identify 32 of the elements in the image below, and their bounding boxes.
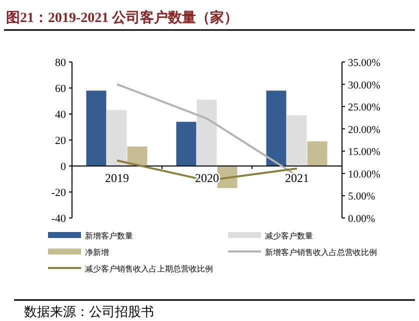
y-tick-label: 80 — [55, 57, 66, 69]
y-tick-label: 40 — [55, 109, 66, 121]
bar — [286, 115, 307, 166]
legend-label: 净新增 — [85, 248, 109, 257]
y-tick-label: 20 — [55, 135, 66, 147]
source-note: 数据来源：公司招股书 — [24, 305, 154, 320]
bar — [266, 90, 286, 166]
bar — [127, 146, 148, 166]
y-tick-label: 0 — [60, 161, 66, 173]
y-tick-label: -20 — [51, 187, 66, 199]
legend-label: 减少客户销售收入占上期总营收比例 — [85, 264, 213, 274]
y2-tick-label: 25.00% — [348, 102, 381, 114]
chart-title: 图21：2019-2021 公司客户数量（家） — [6, 9, 238, 26]
bar — [196, 100, 217, 166]
y-tick-label: -40 — [51, 213, 66, 225]
x-tick-label: 2021 — [285, 171, 309, 185]
y2-tick-label: 15.00% — [348, 147, 381, 158]
y2-tick-label: 0.00% — [348, 214, 376, 225]
bar — [106, 110, 127, 166]
y2-tick-label: 20.00% — [348, 124, 381, 136]
x-tick-label: 2019 — [105, 171, 129, 185]
y-tick-label: 60 — [55, 83, 66, 95]
bar — [307, 141, 328, 166]
legend-label: 减少客户数量 — [265, 232, 313, 240]
legend-label: 新增客户数量 — [85, 232, 133, 240]
bar — [86, 90, 106, 166]
y2-tick-label: 35.00% — [348, 58, 381, 69]
y2-tick-label: 30.00% — [348, 80, 381, 92]
y2-tick-label: 5.00% — [348, 192, 376, 203]
legend-label: 新增客户销售收入占总营收比例 — [265, 248, 377, 257]
y2-tick-label: 10.00% — [348, 169, 381, 180]
bar — [176, 122, 196, 166]
